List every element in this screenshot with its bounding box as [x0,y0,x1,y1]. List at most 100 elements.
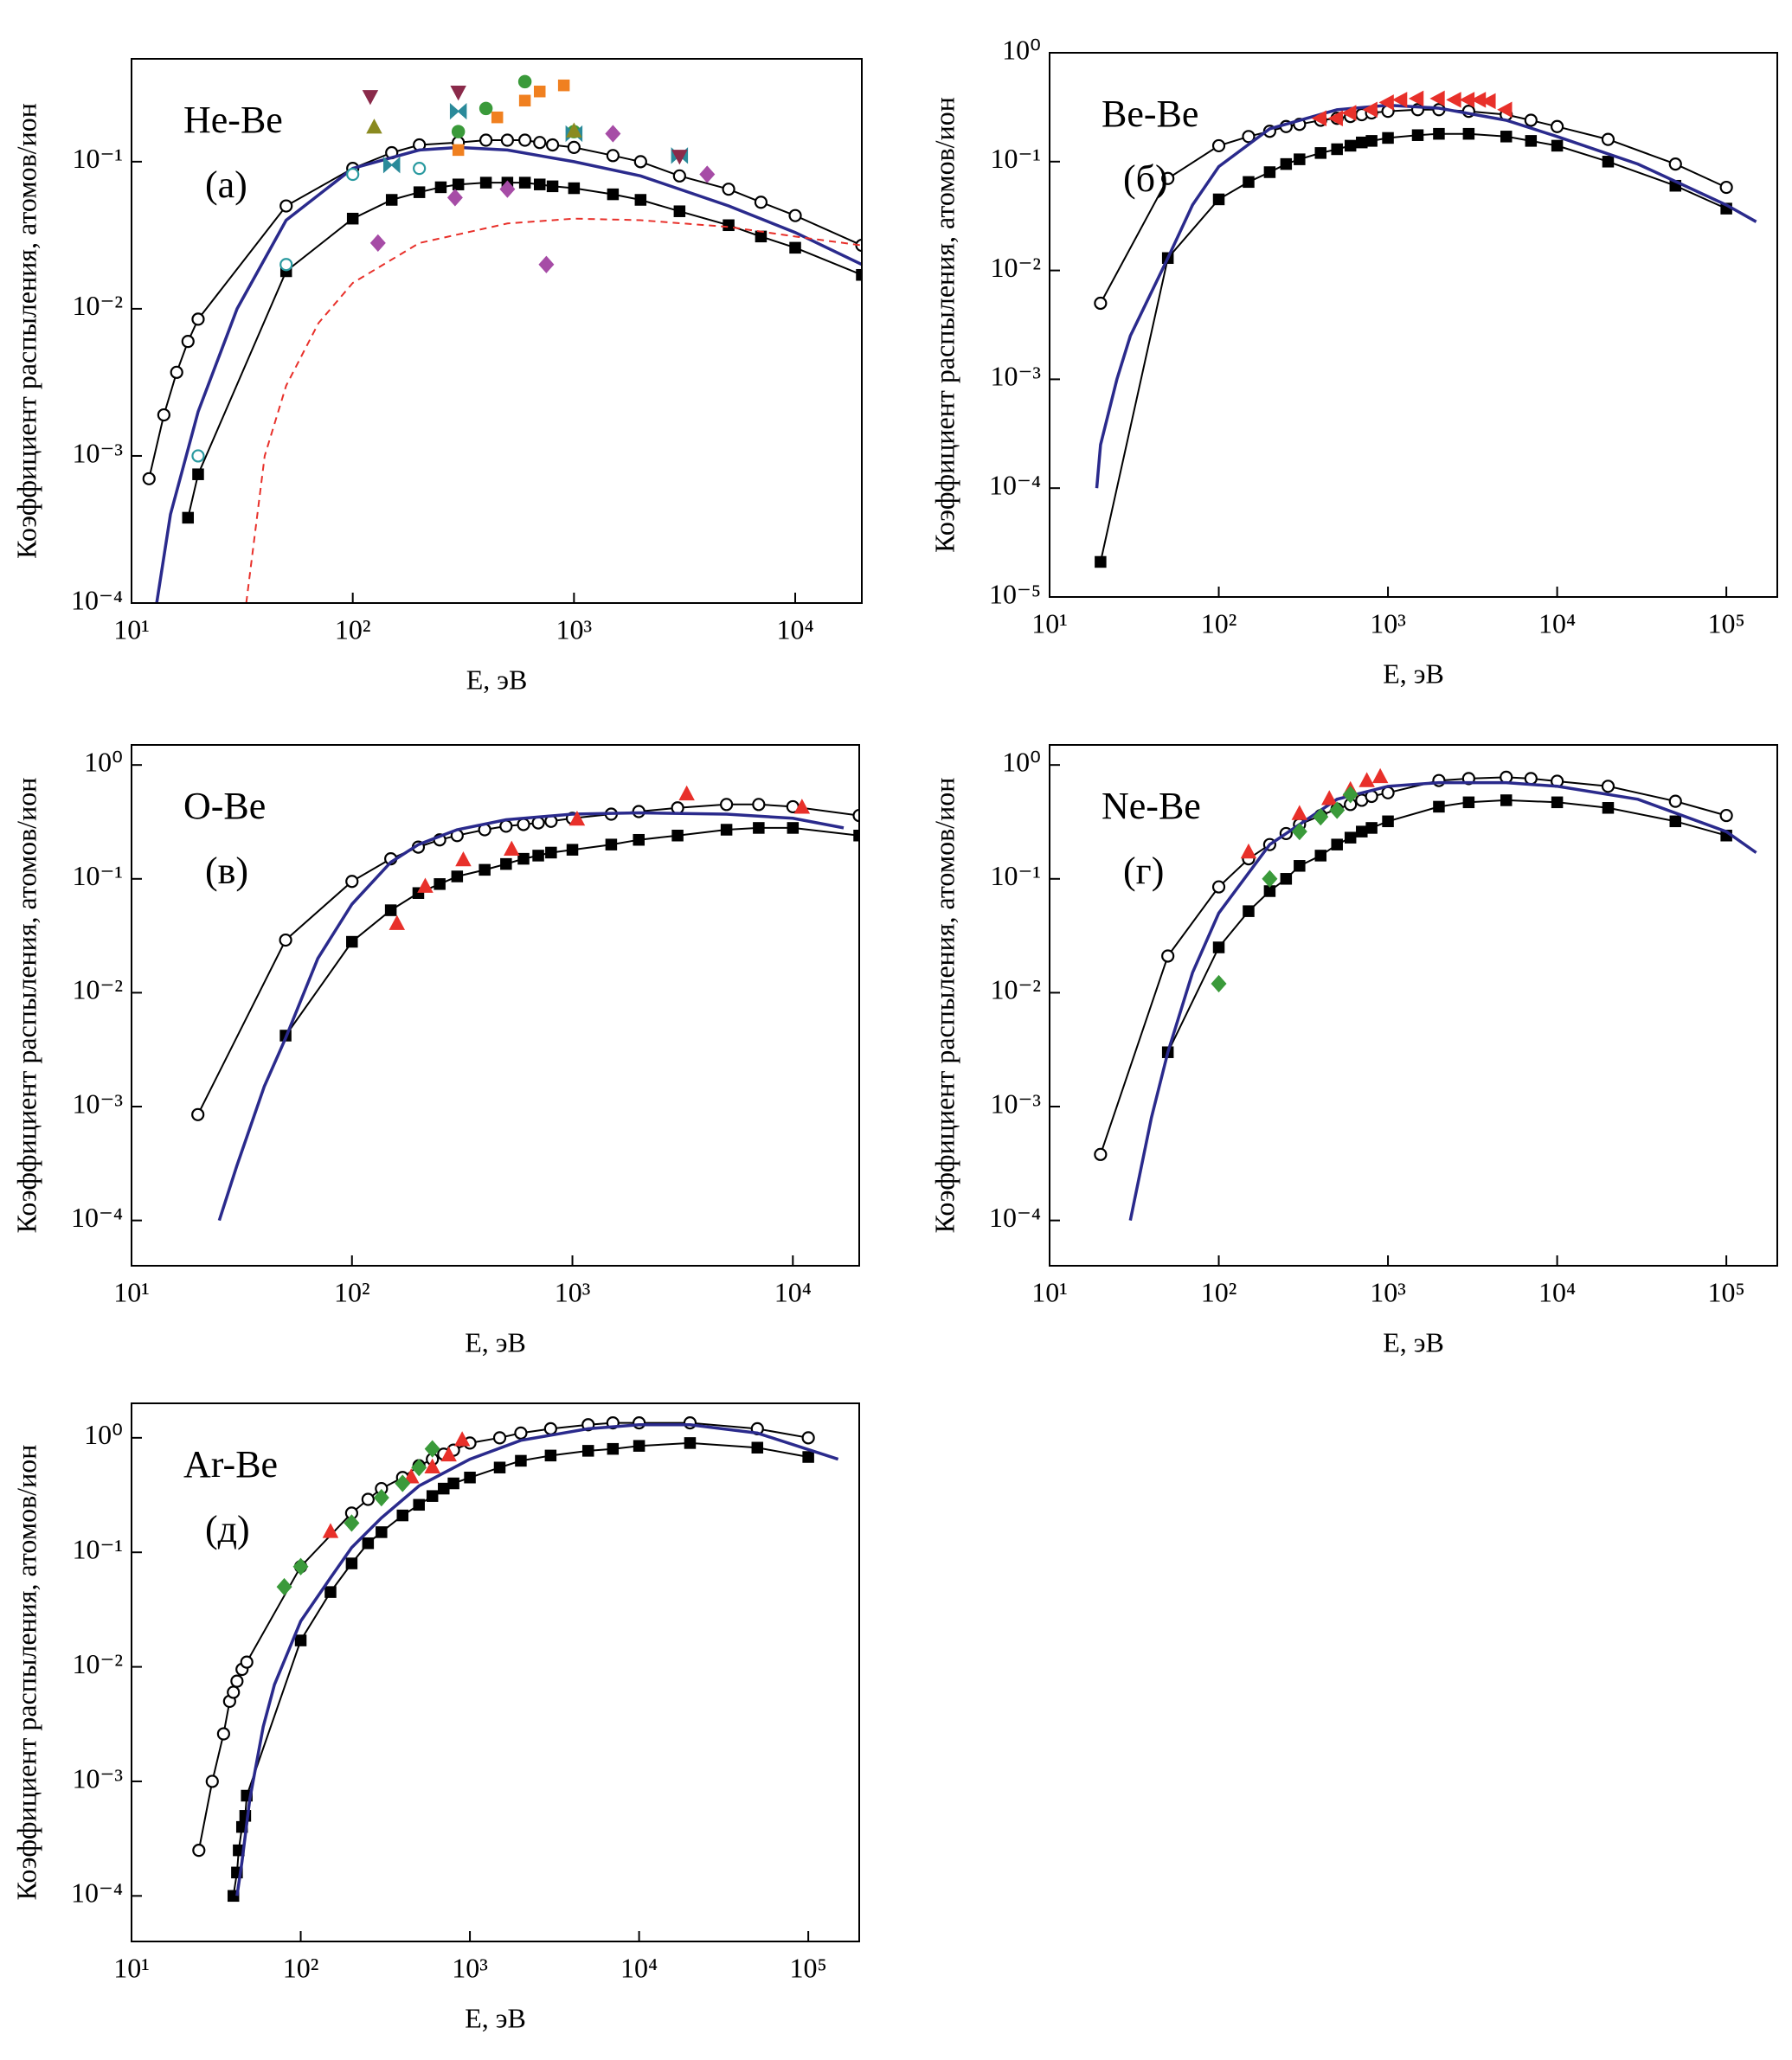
data-point [500,857,512,870]
data-point [413,162,427,176]
x-tick-label: 10³ [452,1952,488,1983]
data-point [544,1449,557,1462]
x-tick-label: 10² [283,1952,319,1983]
data-point [671,150,688,165]
data-point [1212,193,1225,206]
y-tick-label: 10⁰ [1002,34,1041,65]
x-tick-label: 10¹ [113,1276,150,1307]
data-point [446,189,463,207]
data-point [346,935,358,948]
data-point [450,85,466,101]
data-point [1365,135,1378,147]
x-tick-label: 10² [1201,607,1237,639]
data-point [1331,838,1343,850]
data-point [227,1685,241,1699]
plot-frame [131,744,860,1267]
data-point [1095,555,1107,568]
data-point [1433,127,1445,140]
data-point [369,234,386,252]
data-point [1551,119,1564,133]
data-point [787,822,800,834]
x-tick-label: 10¹ [1031,1276,1068,1307]
x-tick-label: 10⁴ [774,1276,812,1307]
y-tick-label: 10⁰ [84,747,123,778]
data-point [424,1440,440,1458]
plot-area [142,74,862,603]
data-point [452,178,465,190]
data-point [1669,815,1682,828]
series-line [196,803,859,1115]
y-tick-label: 10⁻⁵ [989,578,1041,609]
y-tick-label: 10⁻⁴ [71,584,123,615]
data-point [607,188,620,201]
data-point [417,877,434,893]
y-tick-label: 10⁻⁴ [989,1202,1041,1233]
data-point [346,212,359,225]
plot-area [191,785,859,1222]
data-point [538,255,555,273]
x-tick-label: 10³ [1370,1276,1406,1307]
data-point [1462,796,1475,809]
data-point [292,1557,309,1575]
data-point [1356,825,1368,837]
data-point [452,144,465,157]
data-point [1313,808,1329,826]
data-point [1294,860,1306,872]
data-point [500,133,514,147]
data-point [1243,176,1255,189]
data-point [182,511,195,524]
plot-frame [1049,744,1778,1267]
data-point [673,205,686,217]
data-point [634,194,647,206]
data-point [1362,101,1378,119]
data-point [684,1437,697,1449]
data-point [793,799,811,814]
data-point [1524,113,1538,127]
data-point [345,1557,358,1569]
data-point [376,1526,388,1538]
y-tick-label: 10⁻¹ [73,143,123,174]
data-point [1211,974,1227,993]
data-point [361,1492,375,1506]
data-point [438,1482,450,1495]
data-point [1243,905,1255,917]
plot-area [1094,90,1757,568]
data-point [1668,157,1682,171]
data-point [722,183,735,196]
data-point [499,180,516,198]
data-point [1344,139,1357,152]
data-point [276,1577,292,1596]
data-point [633,1440,646,1452]
data-point [751,1441,764,1454]
data-point [671,829,684,842]
x-tick-label: 10² [334,1276,370,1307]
data-point [605,125,621,143]
y-axis-label: Коэффициент распыления, атомов/ион [928,97,960,553]
data-point [346,167,360,182]
y-tick-label: 10⁻² [73,290,123,321]
data-point [517,74,532,89]
y-tick-label: 10⁻² [73,1648,123,1679]
data-point [1314,850,1327,862]
data-point [191,312,205,326]
data-point [1358,772,1375,787]
data-point [566,844,579,856]
data-point [1524,772,1538,786]
y-tick-label: 10⁻⁴ [989,470,1041,501]
data-point [322,1523,339,1538]
y-tick-label: 10⁻² [991,252,1041,283]
x-tick-label: 10⁴ [776,613,813,645]
data-point [801,1431,815,1445]
data-point [752,798,766,812]
data-point [403,1468,420,1484]
data-point [1280,157,1293,170]
data-point [1602,156,1615,168]
data-point [633,1415,646,1430]
data-point [633,833,645,846]
data-point [279,933,292,947]
data-point [515,1454,527,1467]
data-point [1719,808,1733,823]
data-point [723,219,735,232]
y-tick-label: 10⁻¹ [991,143,1041,174]
